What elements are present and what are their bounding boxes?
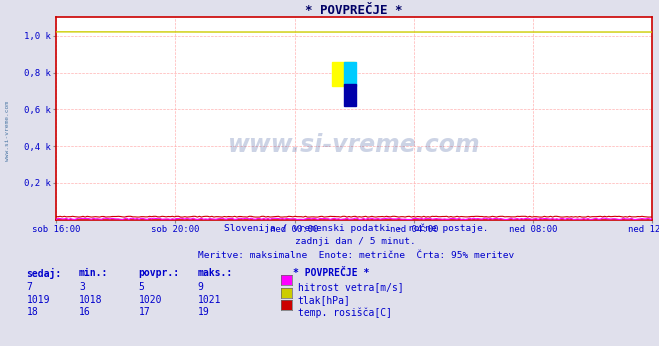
Text: hitrost vetra[m/s]: hitrost vetra[m/s] <box>298 282 403 292</box>
Text: 1021: 1021 <box>198 295 221 305</box>
Text: www.si-vreme.com: www.si-vreme.com <box>228 133 480 157</box>
Text: 9: 9 <box>198 282 204 292</box>
Text: 19: 19 <box>198 307 210 317</box>
Text: temp. rosišča[C]: temp. rosišča[C] <box>298 307 392 318</box>
Text: * POVPREČJE *: * POVPREČJE * <box>293 268 370 278</box>
Text: 16: 16 <box>79 307 91 317</box>
Text: sedaj:: sedaj: <box>26 268 61 279</box>
Text: 1020: 1020 <box>138 295 162 305</box>
Text: 5: 5 <box>138 282 144 292</box>
Text: maks.:: maks.: <box>198 268 233 278</box>
Text: Meritve: maksimalne  Enote: metrične  Črta: 95% meritev: Meritve: maksimalne Enote: metrične Črta… <box>198 251 514 260</box>
Text: 1018: 1018 <box>79 295 103 305</box>
Text: Slovenija / vremenski podatki - ročne postaje.: Slovenija / vremenski podatki - ročne po… <box>223 223 488 233</box>
Text: 3: 3 <box>79 282 85 292</box>
Text: 7: 7 <box>26 282 32 292</box>
Polygon shape <box>331 62 355 86</box>
Polygon shape <box>344 62 357 86</box>
Text: povpr.:: povpr.: <box>138 268 179 278</box>
Text: 17: 17 <box>138 307 150 317</box>
Text: tlak[hPa]: tlak[hPa] <box>298 295 351 305</box>
Text: zadnji dan / 5 minut.: zadnji dan / 5 minut. <box>295 237 416 246</box>
Text: 18: 18 <box>26 307 38 317</box>
Text: 1019: 1019 <box>26 295 50 305</box>
Polygon shape <box>344 84 357 107</box>
Title: * POVPREČJE *: * POVPREČJE * <box>306 4 403 17</box>
Text: min.:: min.: <box>79 268 109 278</box>
Text: www.si-vreme.com: www.si-vreme.com <box>5 101 11 162</box>
